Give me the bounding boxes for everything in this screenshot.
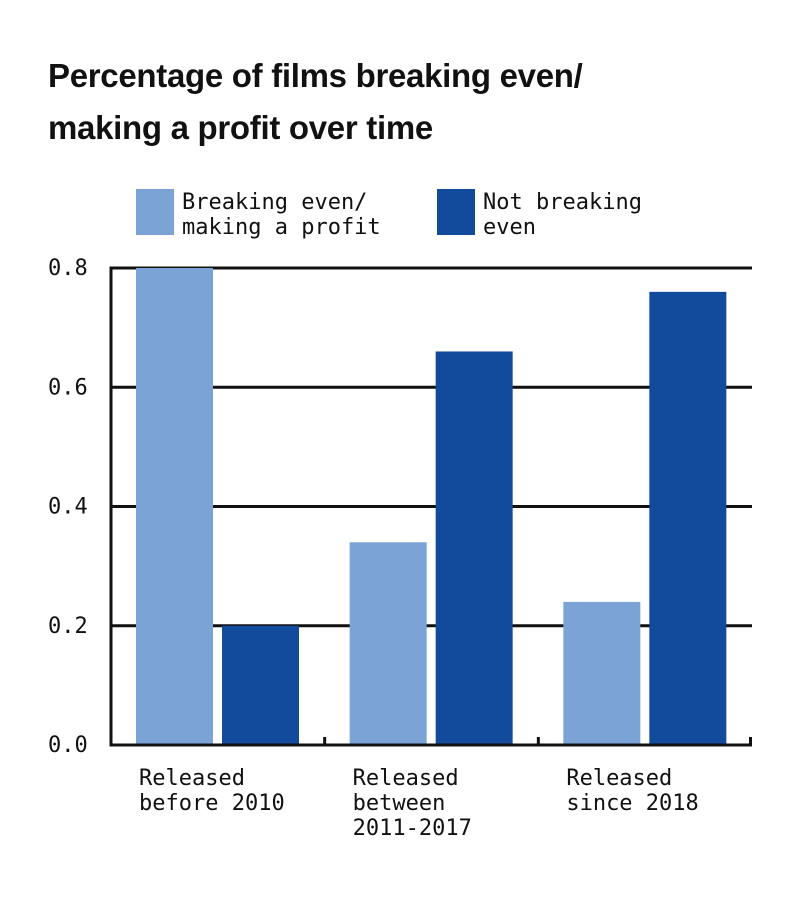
legend-label-breaking-even-line-1: Breaking even/ bbox=[182, 190, 367, 215]
bar-not-breaking-even bbox=[649, 291, 727, 745]
y-tick-label: 0.4 bbox=[48, 495, 88, 520]
y-tick-label: 0.0 bbox=[48, 733, 88, 758]
axes bbox=[109, 266, 752, 747]
y-tick-label: 0.2 bbox=[48, 614, 88, 639]
bar-not-breaking-even bbox=[435, 351, 513, 745]
chart-title-line-1: Percentage of films breaking even/ bbox=[48, 57, 583, 94]
bars bbox=[136, 268, 727, 745]
bar-breaking-even bbox=[136, 268, 213, 745]
y-tick-labels: 0.0 0.2 0.4 0.6 0.8 bbox=[48, 256, 88, 758]
chart-title-line-2: making a profit over time bbox=[48, 109, 433, 146]
legend-swatch-breaking-even bbox=[136, 189, 174, 235]
legend: Breaking even/ making a profit Not break… bbox=[136, 189, 642, 240]
x-tick-labels: Released before 2010 Released between 2011-2… bbox=[139, 766, 699, 841]
bar-not-breaking-even bbox=[222, 625, 299, 745]
legend-label-not-breaking-even-line-1: Not breaking bbox=[483, 190, 642, 215]
y-tick-label: 0.8 bbox=[48, 256, 88, 281]
legend-label-breaking-even-line-2: making a profit bbox=[182, 215, 381, 240]
bar-breaking-even bbox=[349, 542, 427, 745]
x-tick-label: Released before 2010 bbox=[139, 766, 285, 816]
legend-swatch-not-breaking-even bbox=[437, 189, 475, 235]
x-tick-label: Released since 2018 bbox=[566, 766, 698, 816]
gridlines bbox=[111, 266, 752, 628]
y-tick-label: 0.6 bbox=[48, 375, 88, 400]
bar-breaking-even bbox=[563, 601, 641, 745]
x-tick-label: Released between 2011-2017 bbox=[353, 766, 472, 841]
legend-label-not-breaking-even-line-2: even bbox=[483, 215, 536, 240]
chart-title: Percentage of films breaking even/ makin… bbox=[48, 50, 768, 154]
